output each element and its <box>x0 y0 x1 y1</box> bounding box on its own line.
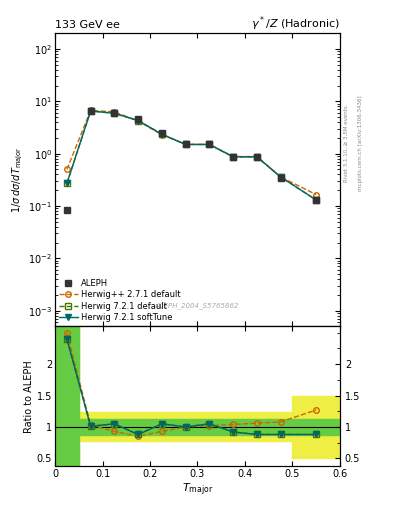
Text: $\gamma^*/Z$ (Hadronic): $\gamma^*/Z$ (Hadronic) <box>251 15 340 33</box>
Text: mcplots.cern.ch [arXiv:1306.3436]: mcplots.cern.ch [arXiv:1306.3436] <box>358 96 363 191</box>
Y-axis label: Ratio to ALEPH: Ratio to ALEPH <box>24 360 34 433</box>
Text: Rivet 3.1.10, ≥ 3.5M events: Rivet 3.1.10, ≥ 3.5M events <box>344 105 349 182</box>
Text: ALEPH_2004_S5765862: ALEPH_2004_S5765862 <box>156 302 239 309</box>
X-axis label: $T_{\mathrm{major}}$: $T_{\mathrm{major}}$ <box>182 481 213 498</box>
Text: 133 GeV ee: 133 GeV ee <box>55 20 120 30</box>
Y-axis label: $1/\sigma\,d\sigma/dT_{\mathrm{major}}$: $1/\sigma\,d\sigma/dT_{\mathrm{major}}$ <box>11 146 26 213</box>
Legend: ALEPH, Herwig++ 2.7.1 default, Herwig 7.2.1 default, Herwig 7.2.1 softTune: ALEPH, Herwig++ 2.7.1 default, Herwig 7.… <box>59 279 180 322</box>
